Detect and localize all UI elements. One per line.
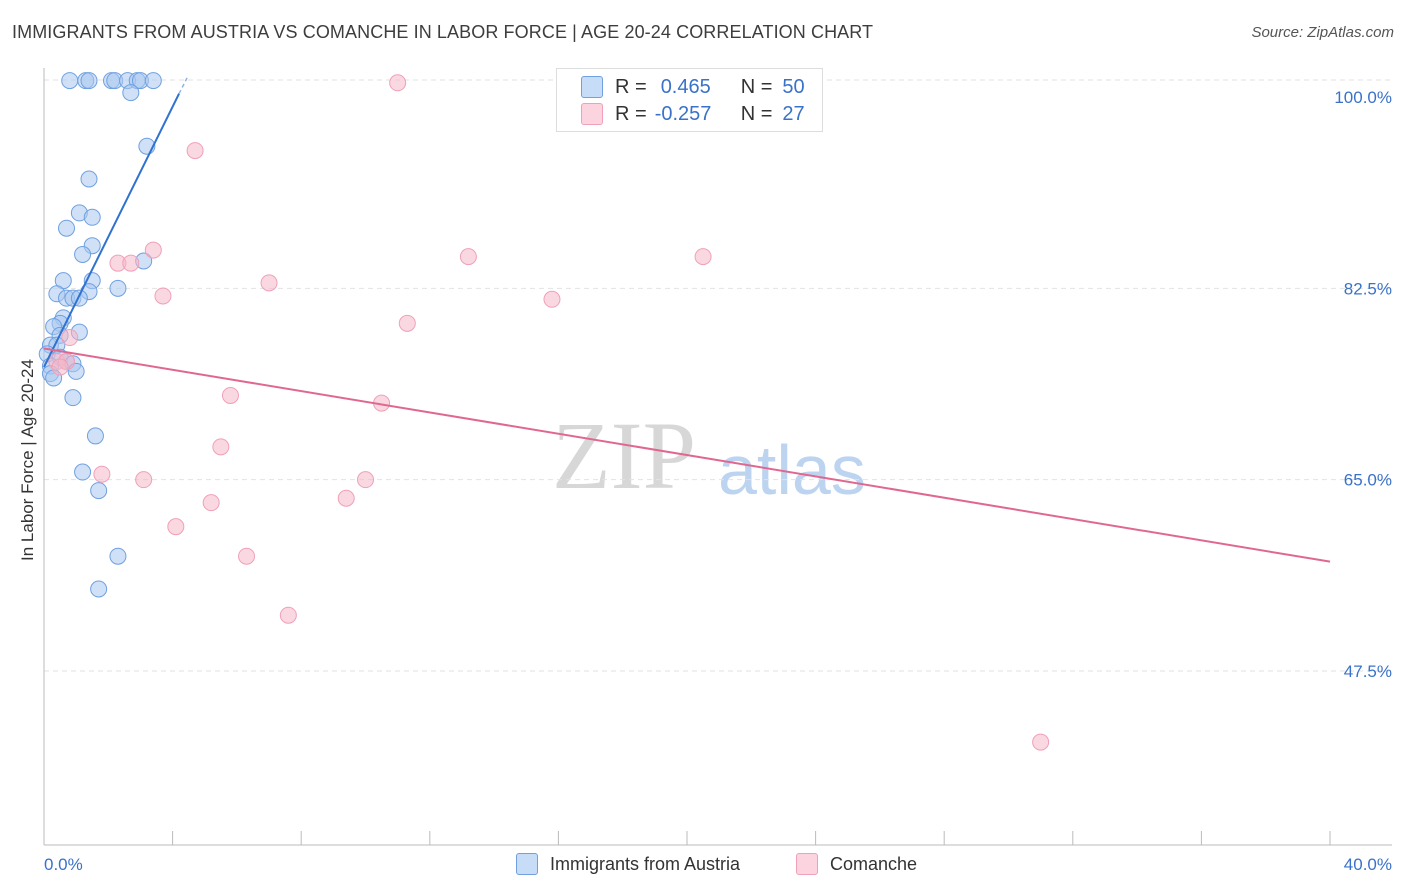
point-austria (61, 72, 79, 90)
point-comanche (221, 386, 239, 404)
trendline-comanche (43, 347, 1331, 563)
bottom-legend-label: Comanche (830, 853, 918, 874)
point-comanche (543, 290, 561, 308)
point-austria (90, 482, 108, 500)
point-comanche (93, 465, 111, 483)
point-austria (144, 72, 162, 90)
legend-n-value: 50 (782, 75, 805, 98)
point-comanche (61, 329, 79, 347)
watermark-atlas: atlas (718, 431, 866, 509)
source-label: Source: ZipAtlas.com (1251, 24, 1394, 41)
point-comanche (459, 248, 477, 266)
point-comanche (1032, 733, 1050, 751)
x-tick-label: 40.0% (1344, 855, 1392, 874)
point-austria (64, 389, 82, 407)
point-austria (74, 245, 92, 263)
point-austria (70, 289, 88, 307)
point-comanche (337, 489, 355, 507)
point-comanche (122, 254, 140, 272)
point-comanche (389, 74, 407, 92)
legend-n-label: N = (740, 102, 773, 125)
chart-title: IMMIGRANTS FROM AUSTRIA VS COMANCHE IN L… (12, 22, 874, 42)
point-comanche (212, 438, 230, 456)
trendline-austria (43, 93, 180, 368)
trendline-austria-extension (178, 77, 188, 95)
legend-n-value: 27 (782, 102, 805, 125)
legend-row-comanche: R = -0.257 N = 27 (581, 102, 805, 126)
point-comanche (398, 314, 416, 332)
point-comanche (357, 471, 374, 489)
point-comanche (186, 142, 204, 160)
point-comanche (154, 287, 172, 305)
legend-r-value: -0.257 (654, 102, 712, 125)
bottom-swatch-austria (516, 853, 538, 875)
bottom-legend-label: Immigrants from Austria (550, 853, 741, 874)
legend-r-value: 0.465 (660, 75, 711, 98)
point-austria (109, 279, 127, 297)
point-comanche (144, 241, 162, 259)
point-austria (90, 580, 108, 598)
point-austria (58, 219, 76, 237)
point-austria (109, 547, 127, 565)
point-comanche (135, 471, 153, 489)
point-austria (122, 84, 140, 102)
bottom-legend-austria: Immigrants from Austria (516, 850, 740, 878)
point-comanche (167, 518, 185, 536)
point-comanche (51, 358, 69, 376)
legend-swatch-austria (581, 76, 603, 98)
point-austria (74, 463, 92, 481)
legend-n-label: N = (740, 75, 773, 98)
point-comanche (279, 606, 297, 624)
legend-r-label: R = (615, 75, 647, 98)
point-austria (80, 72, 98, 90)
y-tick-label: 82.5% (1344, 279, 1392, 298)
point-comanche (260, 274, 278, 292)
watermark-zip: ZIP (552, 402, 696, 509)
point-comanche (238, 547, 256, 565)
y-tick-label: 65.0% (1344, 471, 1392, 490)
bottom-swatch-comanche (796, 853, 818, 875)
stats-legend: R = 0.465 N = 50 R = -0.257 N = 27 (556, 68, 823, 132)
point-austria (86, 427, 104, 445)
legend-row-austria: R = 0.465 N = 50 (581, 75, 805, 99)
y-tick-label: 47.5% (1344, 662, 1392, 681)
legend-r-label: R = (615, 102, 647, 125)
point-austria (83, 208, 101, 226)
bottom-legend-comanche: Comanche (796, 850, 917, 878)
point-comanche (202, 494, 220, 512)
x-tick-label: 0.0% (44, 855, 83, 874)
point-comanche (694, 248, 712, 266)
y-tick-label: 100.0% (1334, 88, 1392, 107)
point-austria (80, 170, 98, 188)
y-axis-label: In Labor Force | Age 20-24 (18, 359, 37, 561)
legend-swatch-comanche (581, 103, 603, 125)
